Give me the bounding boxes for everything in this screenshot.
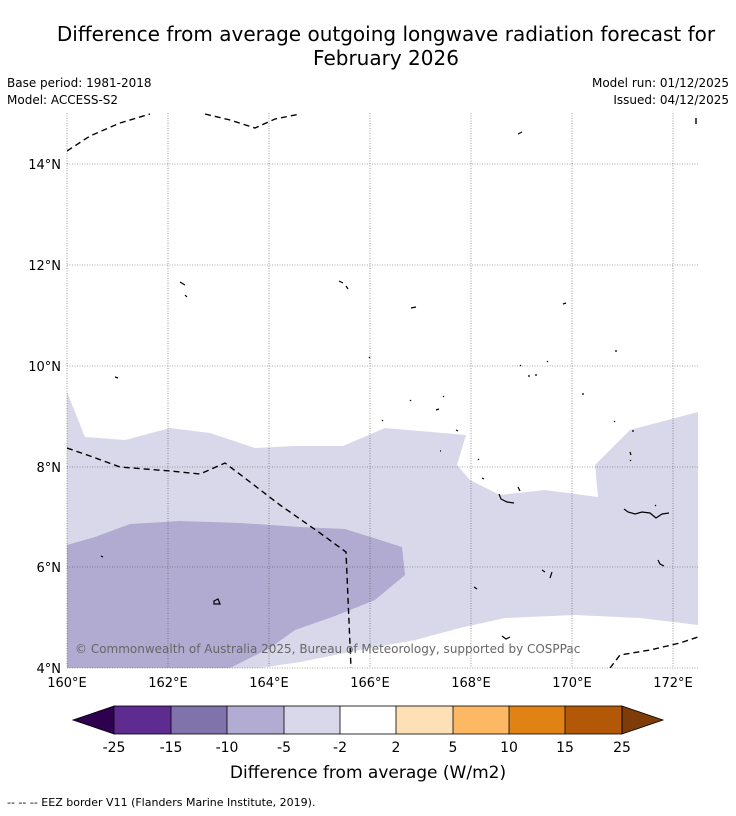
- island: [440, 450, 632, 462]
- colorbar-tick-label: -25: [103, 740, 126, 756]
- island: [410, 306, 417, 309]
- colorbar-bin: [340, 706, 396, 734]
- map-title: Difference from average outgoing longwav…: [0, 22, 736, 70]
- island: [114, 376, 119, 379]
- colorbar-tick-label: -10: [216, 740, 239, 756]
- colorbar-bin: [453, 706, 509, 734]
- lon-label: 168°E: [451, 676, 491, 691]
- issued-date: Issued: 04/12/2025: [613, 93, 729, 107]
- island: [654, 504, 657, 507]
- island: [213, 598, 221, 605]
- lon-label: 166°E: [350, 676, 390, 691]
- colorbar-bin: [284, 706, 340, 734]
- colorbar-tick-label: -15: [160, 740, 183, 756]
- colorbar: -25 -15 -10 -5 -2 2 5 10 15 25 Differenc…: [71, 705, 665, 783]
- colorbar-bin: [227, 706, 284, 734]
- colorbar-extend-high: [621, 705, 665, 735]
- colorbar-tick-label: 2: [392, 740, 401, 756]
- lon-label: 170°E: [552, 676, 592, 691]
- lon-labels: 160°E 162°E 164°E 166°E 168°E 170°E 172°…: [47, 676, 693, 691]
- model-name: Model: ACCESS-S2: [7, 93, 119, 107]
- colorbar-outline: [113, 705, 623, 735]
- island: [409, 395, 445, 411]
- title-line-2: February 2026: [313, 46, 459, 70]
- lat-labels: 14°N 12°N 10°N 8°N 6°N 4°N: [28, 158, 61, 677]
- island: [381, 419, 634, 432]
- lon-label: 162°E: [148, 676, 188, 691]
- eez-border-north: [67, 113, 151, 152]
- island: [519, 350, 617, 367]
- gridlines: [66, 113, 698, 669]
- colorbar-tick-label: 5: [449, 740, 458, 756]
- island: [501, 635, 511, 640]
- island: [481, 477, 521, 492]
- lat-label: 12°N: [28, 259, 61, 274]
- island: [338, 280, 349, 290]
- eez-borders: [67, 113, 698, 668]
- island: [179, 281, 188, 298]
- colorbar-tick-label: 10: [500, 740, 518, 756]
- base-period: Base period: 1981-2018: [7, 76, 152, 90]
- island: [517, 131, 523, 135]
- lon-label: 164°E: [249, 676, 289, 691]
- lat-label: 6°N: [37, 561, 62, 576]
- colorbar-ticks: -25 -15 -10 -5 -2 2 5 10 15 25: [103, 740, 631, 756]
- meta-left: Base period: 1981-2018 Model: ACCESS-S2: [7, 75, 152, 109]
- colorbar-tick-label: 15: [556, 740, 574, 756]
- lat-label: 4°N: [37, 662, 62, 677]
- anomaly-region-medium: [67, 521, 405, 668]
- eez-border-north-2: [204, 113, 301, 129]
- colorbar-tick-label: 25: [613, 740, 631, 756]
- meta-right: Model run: 01/12/2025 Issued: 04/12/2025: [592, 75, 729, 109]
- island: [498, 493, 515, 504]
- lat-label: 10°N: [28, 360, 61, 375]
- colorbar-tick-label: -5: [277, 740, 291, 756]
- islands: [100, 131, 670, 640]
- island: [623, 508, 670, 519]
- lon-label: 160°E: [47, 676, 87, 691]
- lat-label: 8°N: [37, 461, 62, 476]
- colorbar-bin: [171, 706, 227, 734]
- island: [473, 586, 478, 590]
- colorbar-bin: [509, 706, 565, 734]
- eez-border-central: [67, 447, 352, 668]
- colorbar-bin: [565, 706, 622, 734]
- title-line-1: Difference from average outgoing longwav…: [56, 22, 716, 46]
- island: [541, 569, 553, 579]
- lat-label: 14°N: [28, 158, 61, 173]
- island: [562, 302, 567, 305]
- island: [528, 374, 584, 395]
- eez-legend: -- -- -- EEZ border V11 (Flanders Marine…: [7, 796, 316, 809]
- island: [368, 356, 371, 359]
- model-run: Model run: 01/12/2025: [591, 76, 729, 90]
- colorbar-bin: [114, 706, 171, 734]
- colorbar-extend-low: [71, 705, 115, 735]
- colorbar-tick-label: -2: [333, 740, 347, 756]
- island: [100, 555, 104, 558]
- copyright-notice: © Commonwealth of Australia 2025, Bureau…: [75, 642, 580, 656]
- colorbar-label: Difference from average (W/m2): [230, 763, 506, 783]
- colorbar-bin: [396, 706, 453, 734]
- eez-border-south-east: [609, 636, 698, 668]
- anomaly-fill: [67, 392, 698, 668]
- island: [657, 559, 665, 567]
- colorbar-dividers: [170, 706, 566, 734]
- lon-label: 172°E: [653, 676, 693, 691]
